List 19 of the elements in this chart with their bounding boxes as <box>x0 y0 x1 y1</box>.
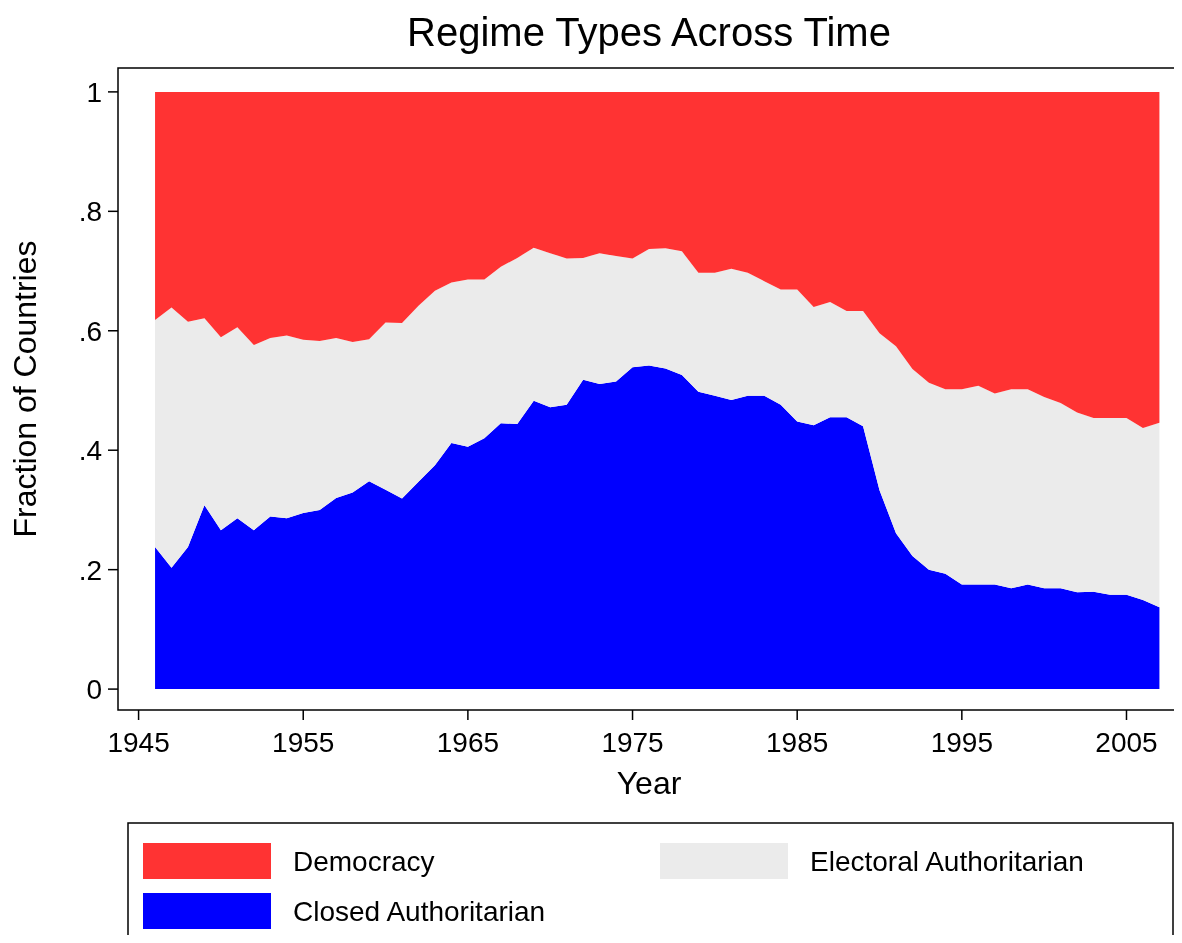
x-tick-label: 1985 <box>766 727 829 758</box>
y-tick-label: 1 <box>86 76 102 108</box>
y-axis-title: Fraction of Countries <box>7 240 43 538</box>
y-tick-label: .8 <box>78 196 102 228</box>
legend-label: Closed Authoritarian <box>293 896 546 927</box>
x-tick-label: 1965 <box>436 727 500 758</box>
legend-label: Democracy <box>293 846 435 877</box>
y-tick-label: 0 <box>86 674 102 706</box>
x-tick-label: 1995 <box>930 727 993 758</box>
y-tick-label: .6 <box>78 315 102 347</box>
x-tick-label: 1945 <box>107 727 170 758</box>
legend-label: Electoral Authoritarian <box>810 846 1084 877</box>
chart-title: Regime Types Across Time <box>407 10 891 54</box>
y-tick-label: .4 <box>78 435 102 467</box>
x-tick-label: 1975 <box>601 727 664 758</box>
x-tick-label: 2005 <box>1095 727 1158 758</box>
x-tick-label: 1955 <box>272 727 335 758</box>
y-tick-label: .2 <box>78 554 102 586</box>
x-axis-title: Year <box>616 765 682 801</box>
